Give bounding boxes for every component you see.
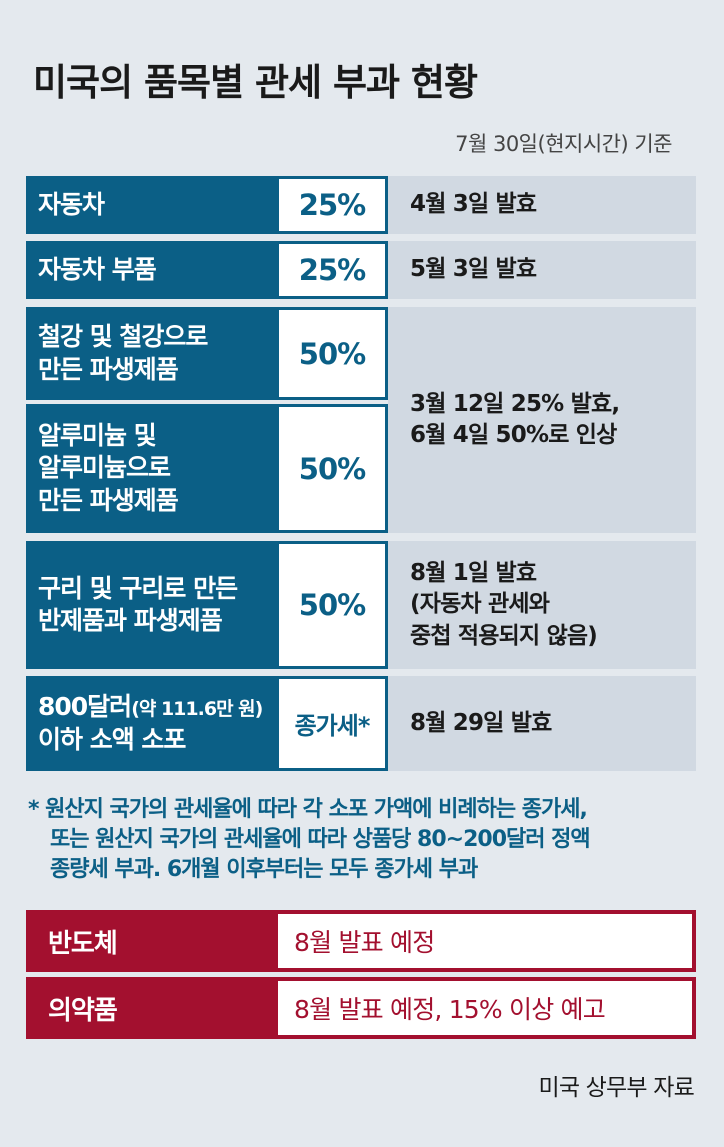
rate-value: 25% bbox=[279, 179, 385, 231]
rate-cell: 50% bbox=[276, 404, 388, 533]
item-label: 자동차 부품 bbox=[26, 241, 288, 299]
tariff-row-copper: 구리 및 구리로 만든 반제품과 파생제품 50% 8월 1일 발효 (자동차 관세… bbox=[26, 541, 696, 669]
tariff-row-car-parts: 자동차 부품 25% 5월 3일 발효 bbox=[26, 241, 696, 299]
pending-row-semiconductors: 반도체 8월 발표 예정 bbox=[26, 910, 696, 972]
page-title: 미국의 품목별 관세 부과 현황 bbox=[33, 61, 478, 104]
status-value: 8월 발표 예정, 15% 이상 예고 bbox=[278, 981, 692, 1035]
source-credit: 미국 상무부 자료 bbox=[538, 1075, 694, 1101]
rate-value: 50% bbox=[279, 544, 385, 666]
rate-value: 50% bbox=[279, 310, 385, 397]
item-label: 철강 및 철강으로 만든 파생제품 bbox=[26, 307, 288, 400]
item-label: 800달러(약 111.6만 원) 이하 소액 소포 bbox=[26, 676, 288, 771]
item-label: 의약품 bbox=[48, 995, 118, 1026]
rate-value: 25% bbox=[279, 244, 385, 296]
effective-note: 4월 3일 발효 bbox=[388, 176, 696, 234]
item-label: 구리 및 구리로 만든 반제품과 파생제품 bbox=[26, 541, 288, 669]
tariff-row-aluminum: 알루미늄 및 알루미늄으로 만든 파생제품 50% bbox=[26, 404, 696, 533]
effective-note: 8월 29일 발효 bbox=[388, 676, 696, 771]
rate-cell: 50% bbox=[276, 307, 388, 400]
tariff-row-small-parcels: 800달러(약 111.6만 원) 이하 소액 소포 종가세* 8월 29일 발… bbox=[26, 676, 696, 771]
status-value: 8월 발표 예정 bbox=[278, 914, 692, 968]
rate-value: 종가세* bbox=[279, 679, 385, 768]
rate-value: 50% bbox=[279, 407, 385, 530]
effective-note: 8월 1일 발효 (자동차 관세와 중첩 적용되지 않음) bbox=[388, 541, 696, 669]
rate-cell: 종가세* bbox=[276, 676, 388, 771]
tariff-row-cars: 자동차 25% 4월 3일 발효 bbox=[26, 176, 696, 234]
item-label: 자동차 bbox=[26, 176, 288, 234]
footnote: * 원산지 국가의 관세율에 따라 각 소포 가액에 비례하는 종가세, 또는 … bbox=[28, 797, 591, 882]
rate-cell: 25% bbox=[276, 241, 388, 299]
rate-cell: 25% bbox=[276, 176, 388, 234]
item-label: 반도체 bbox=[48, 928, 118, 959]
metals-effective-note: 3월 12일 25% 발효, 6월 4일 50%로 인상 bbox=[388, 307, 696, 533]
tariff-row-steel: 철강 및 철강으로 만든 파생제품 50% bbox=[26, 307, 696, 400]
as-of-date: 7월 30일(현지시간) 기준 bbox=[455, 132, 672, 156]
effective-note: 5월 3일 발효 bbox=[388, 241, 696, 299]
pending-row-pharmaceuticals: 의약품 8월 발표 예정, 15% 이상 예고 bbox=[26, 977, 696, 1039]
item-label: 알루미늄 및 알루미늄으로 만든 파생제품 bbox=[26, 404, 288, 533]
rate-cell: 50% bbox=[276, 541, 388, 669]
